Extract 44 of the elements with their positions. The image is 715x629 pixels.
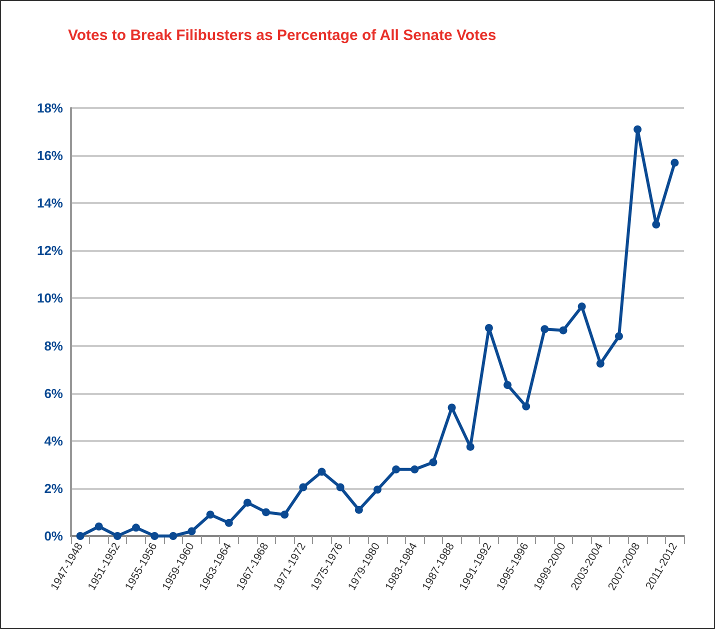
- point: [504, 381, 512, 390]
- y-tick-label: 16%: [36, 148, 64, 164]
- point: [392, 465, 400, 474]
- point: [299, 483, 308, 492]
- point: [188, 527, 196, 536]
- point: [243, 498, 252, 507]
- point: [280, 510, 289, 519]
- point: [484, 324, 493, 332]
- point: [670, 158, 679, 167]
- point: [150, 532, 159, 540]
- y-tick-label: 14%: [36, 196, 64, 211]
- point: [522, 402, 530, 410]
- point: [614, 332, 623, 340]
- point: [652, 220, 660, 229]
- y-tick-label: 2%: [44, 480, 64, 496]
- point: [374, 486, 382, 494]
- point: [634, 125, 642, 134]
- point: [76, 532, 84, 540]
- y-tick-label: 0%: [44, 528, 64, 544]
- y-tick-label: 12%: [36, 243, 64, 258]
- y-tick-label: 6%: [44, 386, 64, 401]
- point: [429, 458, 438, 466]
- point: [132, 524, 140, 532]
- point: [224, 518, 233, 527]
- y-tick-label: 10%: [36, 290, 64, 306]
- point: [169, 532, 178, 540]
- point: [336, 483, 344, 492]
- point: [596, 360, 604, 368]
- point: [540, 325, 549, 334]
- y-tick-label: 18%: [36, 100, 64, 116]
- point: [559, 326, 568, 334]
- point: [262, 508, 270, 516]
- point: [94, 522, 103, 530]
- y-tick-label: 8%: [44, 338, 64, 354]
- point: [410, 465, 419, 474]
- point: [206, 510, 214, 519]
- point: [578, 302, 586, 311]
- chart-title: Votes to Break Filibusters as Percentage of All Senate Votes: [68, 27, 496, 44]
- point: [448, 404, 456, 412]
- point: [466, 442, 474, 451]
- point: [354, 506, 363, 514]
- y-tick-label: 4%: [44, 433, 64, 448]
- point: [113, 532, 122, 540]
- point: [318, 468, 326, 476]
